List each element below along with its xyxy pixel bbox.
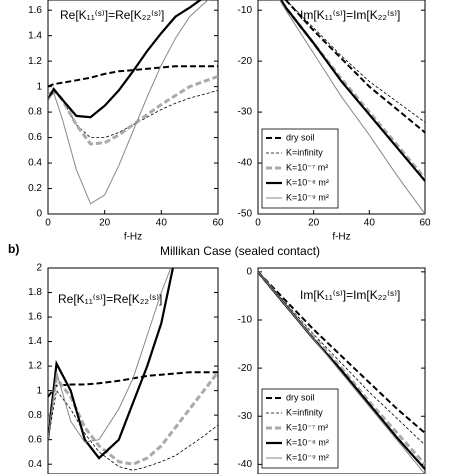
y-tick-label: -30 [238,107,253,118]
x-axis-label: f-Hz [124,232,142,243]
plot-frame [47,267,219,474]
legend-label: dry soil [286,132,315,142]
y-tick-label: 1.4 [28,336,42,347]
x-tick-label: 60 [212,218,224,229]
series-line [279,0,425,180]
y-tick-label: 1 [36,81,42,92]
series-line [48,268,175,460]
plot-area [48,268,218,471]
y-tick-label: 2 [36,263,42,274]
series-line [48,268,172,443]
annotation: Im[K₁₁⁽ˢ⁾]=Im[K₂₂⁽ˢ⁾] [300,288,400,302]
figure-title: Millikan Case (sealed contact) [160,244,320,258]
annotation: Re[K₁₁⁽ˢ⁾]=Re[K₂₂⁽ˢ⁾] [58,292,162,306]
series-line [285,0,425,123]
series-line [48,0,209,205]
y-tick-label: 1.2 [28,56,42,67]
plot-area [279,0,425,214]
legend-label: K=10⁻⁹ m² [286,452,329,462]
panel-label: b) [8,242,19,256]
y-tick-label: -50 [238,209,253,220]
y-tick-label: 0.4 [28,459,42,470]
series-line [48,389,218,471]
series-line [279,0,425,214]
plot-area [48,0,218,205]
legend-box [261,128,339,209]
y-tick-label: -40 [238,158,253,169]
x-tick-label: 60 [419,218,431,229]
y-tick-label: 0.6 [28,132,42,143]
series-line [284,0,425,134]
y-tick-label: 0.4 [28,158,42,169]
y-tick-label: 1.2 [28,361,42,372]
y-tick-label: 1.6 [28,5,42,16]
series-line [48,0,203,119]
annotation: Re[K₁₁⁽ˢ⁾]=Re[K₂₂⁽ˢ⁾] [60,8,164,22]
y-tick-label: 0.8 [28,410,42,421]
y-tick-label: 0.2 [28,183,42,194]
y-tick-label: 1 [36,385,42,396]
legend-box [261,388,339,469]
y-tick-label: -10 [238,5,253,16]
series-line [258,271,425,474]
legend-label: K=10⁻⁹ m² [286,192,329,202]
x-tick-label: 0 [255,218,261,229]
plot-area [258,270,425,474]
plot-frame [47,0,219,215]
legend-label: K=infinity [286,407,323,417]
y-tick-label: -20 [238,363,253,374]
series-line [48,371,218,466]
legend-label: K=10⁻⁸ m² [286,437,329,447]
legend-label: K=10⁻⁷ m² [286,162,328,172]
y-tick-label: 0 [246,266,252,277]
y-tick-label: 1.6 [28,312,42,323]
x-tick-label: 20 [308,218,320,229]
annotation: Im[K₁₁⁽ˢ⁾]=Im[K₂₂⁽ˢ⁾] [300,8,400,22]
x-tick-label: 20 [99,218,111,229]
y-tick-label: 1.4 [28,30,42,41]
series-line [258,271,425,446]
legend-label: K=10⁻⁸ m² [286,177,329,187]
series-line [258,270,425,466]
y-tick-label: 0 [36,209,42,220]
legend-label: dry soil [286,392,315,402]
legend-label: K=infinity [286,147,323,157]
series-line [258,271,425,434]
y-tick-label: 1.8 [28,287,42,298]
x-axis-label: f-Hz [332,232,350,243]
y-tick-label: 0.6 [28,434,42,445]
x-tick-label: 40 [156,218,168,229]
y-tick-label: 0.8 [28,107,42,118]
series-line [279,0,425,182]
y-tick-label: -10 [238,315,253,326]
y-tick-label: -20 [238,56,253,67]
y-tick-label: -40 [238,459,253,470]
x-tick-label: 0 [45,218,51,229]
legend-label: K=10⁻⁷ m² [286,422,328,432]
x-tick-label: 40 [364,218,376,229]
y-tick-label: -30 [238,411,253,422]
